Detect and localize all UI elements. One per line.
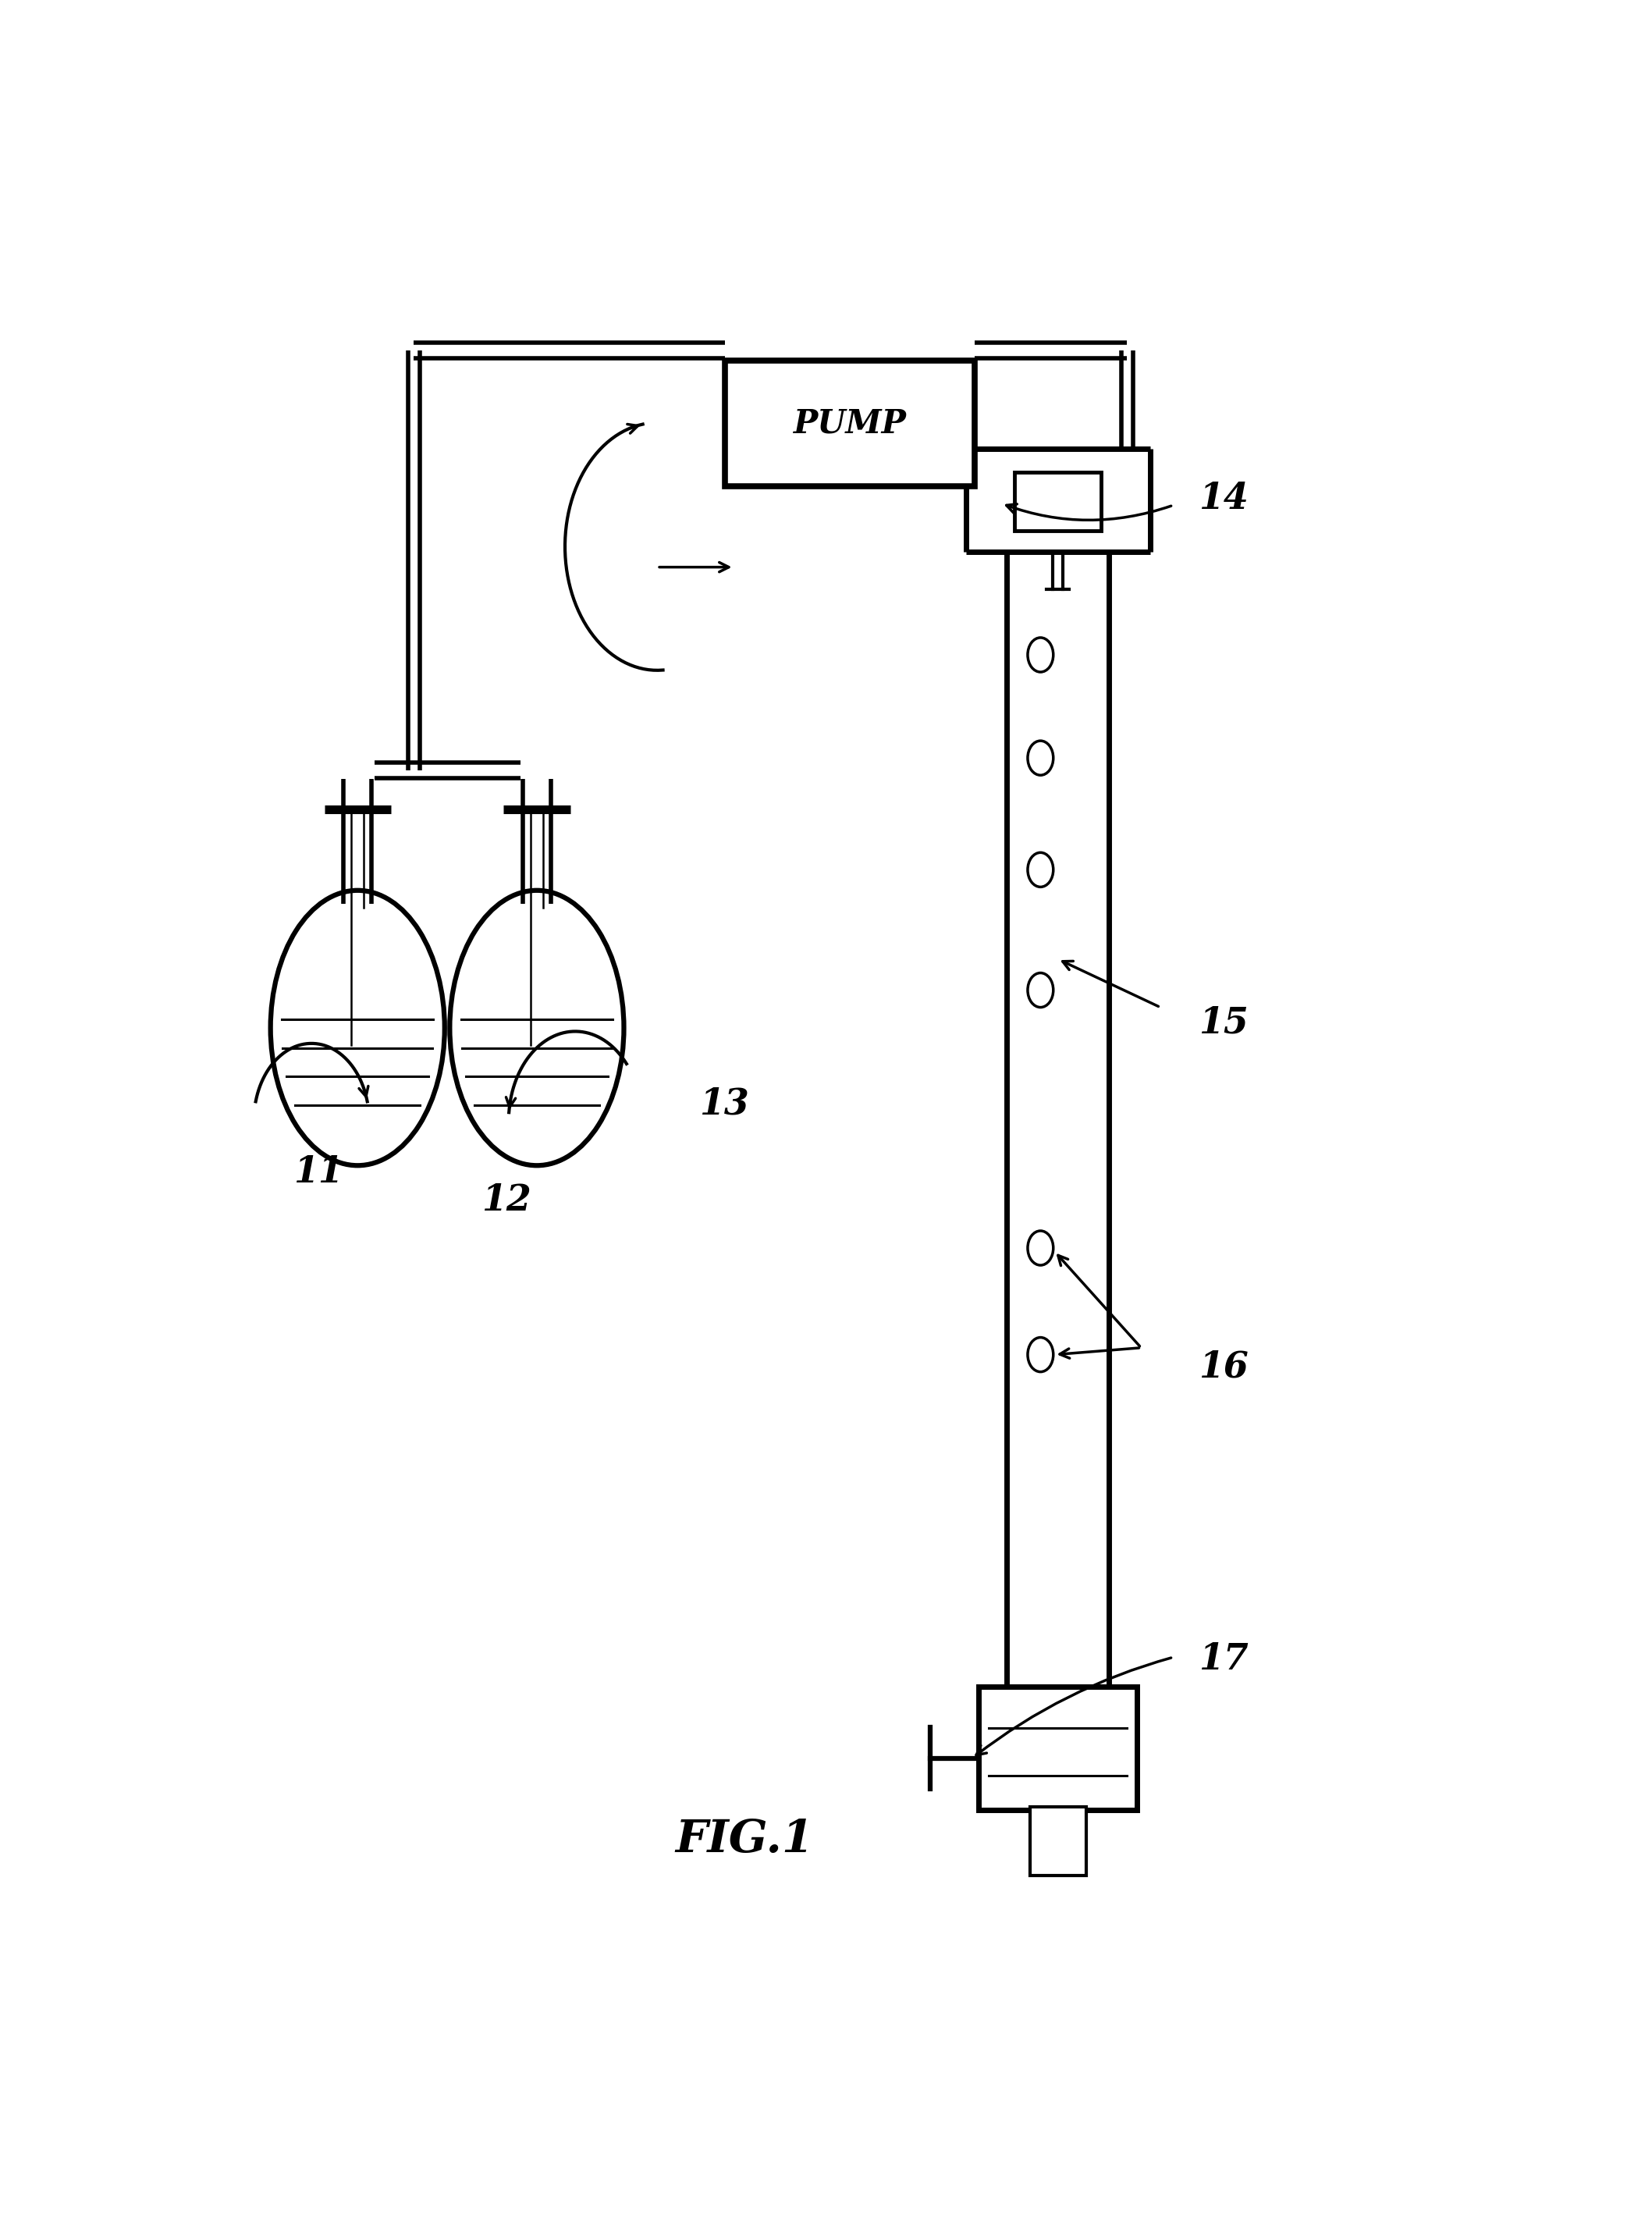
Bar	[1014, 473, 1102, 531]
Text: PUMP: PUMP	[793, 406, 907, 440]
Text: 17: 17	[1199, 1641, 1249, 1677]
Text: 11: 11	[294, 1154, 344, 1190]
Text: 12: 12	[482, 1181, 532, 1217]
Text: 15: 15	[1199, 1005, 1249, 1041]
Text: FIG.1: FIG.1	[676, 1818, 813, 1862]
Text: 14: 14	[1199, 480, 1249, 516]
Bar	[978, 1686, 1137, 1811]
Bar	[725, 362, 975, 487]
Ellipse shape	[449, 891, 624, 1166]
Text: 13: 13	[699, 1085, 748, 1121]
Bar	[1029, 1806, 1085, 1876]
Ellipse shape	[271, 891, 444, 1166]
Text: 16: 16	[1199, 1349, 1249, 1384]
